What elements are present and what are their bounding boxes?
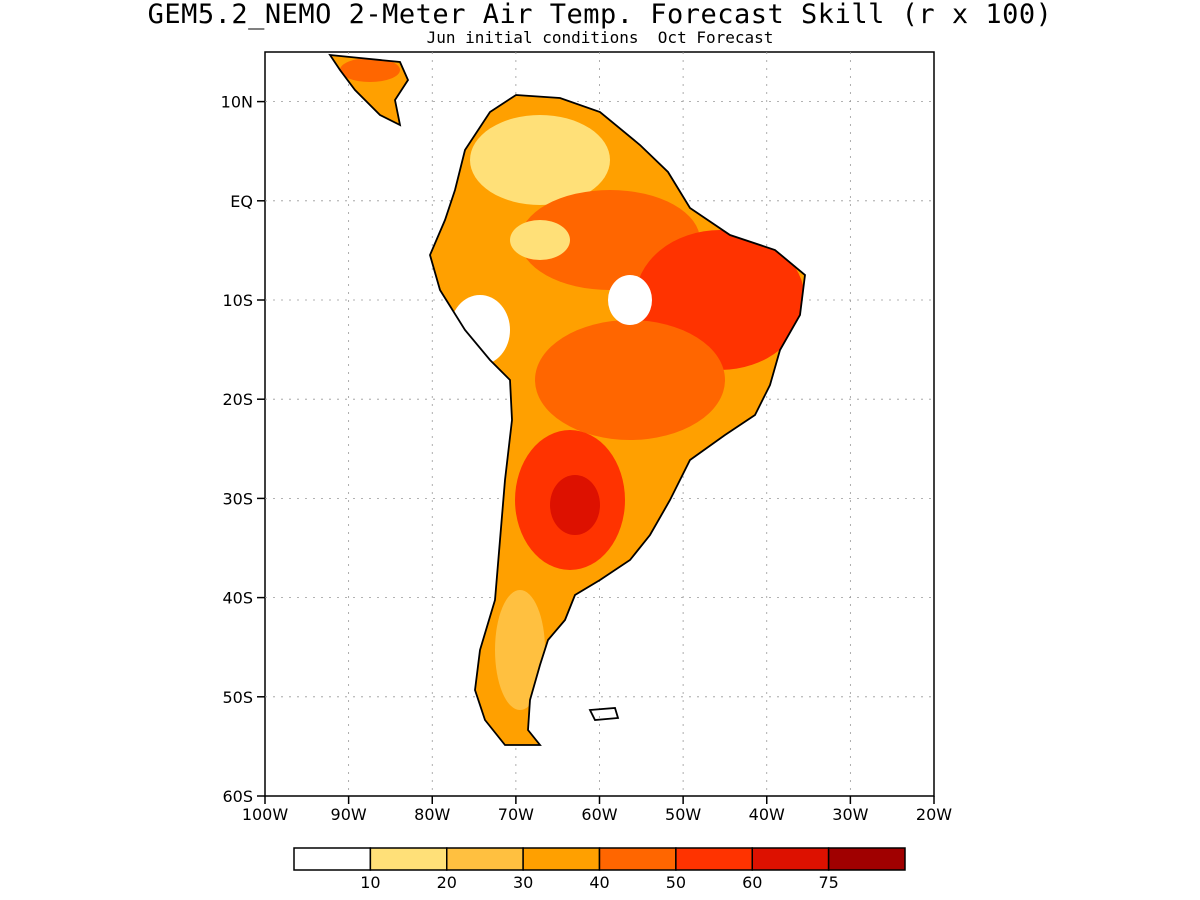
lon-tick-label: 20W [916, 805, 952, 824]
colorbar-swatch [827, 847, 906, 871]
colorbar-swatch [751, 847, 830, 871]
map-subtitle: Jun initial conditions Oct Forecast [426, 28, 774, 47]
lon-axis: 100W 90W 80W 70W 60W 50W 40W 30W 20W [242, 796, 952, 824]
lon-tick-label: 30W [832, 805, 868, 824]
lat-tick-label: 40S [222, 589, 253, 608]
colorbar-label: 50 [666, 873, 686, 892]
lat-tick-label: 10S [222, 291, 253, 310]
colorbar-swatch [446, 847, 524, 871]
lat-tick-label: 10N [221, 93, 253, 112]
lon-tick-label: 40W [749, 805, 785, 824]
skill-patch-patagonia [495, 590, 545, 710]
coastlines [328, 53, 806, 746]
lat-tick-label: 50S [222, 688, 253, 707]
colorbar-label: 60 [742, 873, 762, 892]
lon-tick-label: 50W [665, 805, 701, 824]
lon-tick-label: 60W [581, 805, 617, 824]
skill-patch-yellow [510, 220, 570, 260]
colorbar: 10 20 30 40 50 60 75 [293, 847, 906, 892]
lat-tick-label: 20S [222, 390, 253, 409]
colorbar-swatch [293, 847, 372, 871]
colorbar-label: 40 [589, 873, 609, 892]
colorbar-label: 30 [513, 873, 533, 892]
colorbar-label: 20 [437, 873, 457, 892]
map-title: GEM5.2_NEMO 2-Meter Air Temp. Forecast S… [147, 0, 1053, 30]
lon-tick-label: 70W [498, 805, 534, 824]
skill-patch-venezuela [470, 115, 610, 205]
colorbar-swatch [522, 847, 601, 871]
lat-tick-label: 30S [222, 489, 253, 508]
skill-patch-argentina-core [550, 475, 600, 535]
skill-patch-central-brazil [535, 320, 725, 440]
colorbar-swatch [598, 847, 677, 871]
lon-tick-label: 80W [414, 805, 450, 824]
colorbar-swatch [369, 847, 448, 871]
lat-axis: 10N EQ 10S 20S 30S 40S 50S 60S [221, 93, 265, 806]
colorbar-label: 75 [818, 873, 838, 892]
colorbar-swatch [675, 847, 753, 871]
lat-tick-label: EQ [230, 192, 253, 211]
lon-tick-label: 100W [242, 805, 289, 824]
colorbar-label: 10 [360, 873, 380, 892]
lon-tick-label: 90W [331, 805, 367, 824]
skill-patch-central-america [340, 58, 400, 82]
skill-patch-white [608, 275, 652, 325]
lat-tick-label: 60S [222, 787, 253, 806]
